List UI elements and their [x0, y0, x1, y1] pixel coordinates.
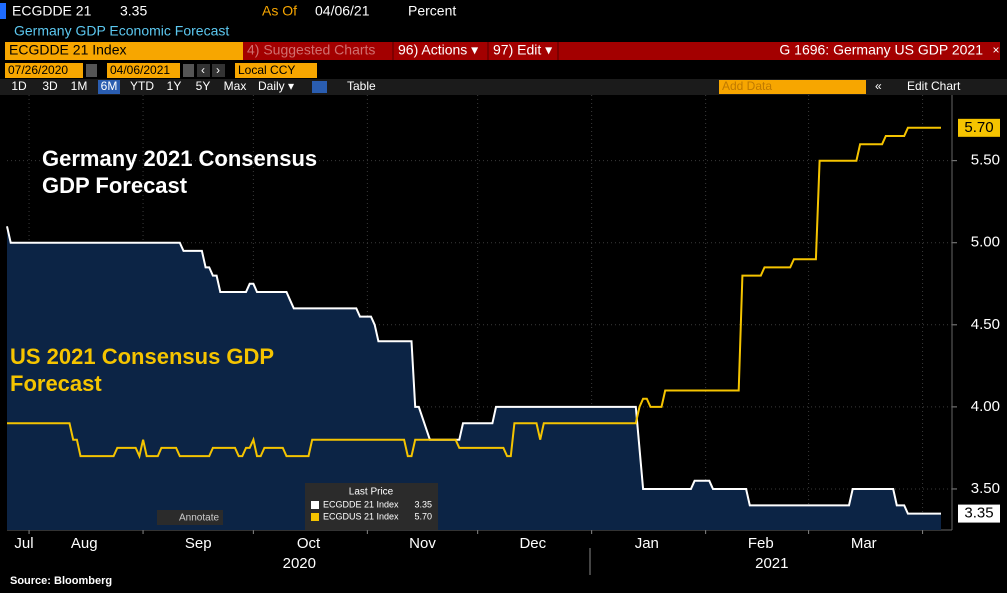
annotate-label: Annotate: [179, 513, 219, 524]
close[interactable]: ×: [992, 43, 999, 57]
area: [7, 226, 941, 531]
end-date-box[interactable]: [107, 63, 180, 78]
y-tick-label: 5.50: [971, 152, 1000, 169]
annotation: GDP Forecast: [42, 173, 188, 198]
unit: Percent: [408, 3, 456, 19]
chart-name: G 1696: Germany US GDP 2021: [779, 42, 983, 58]
suggested-charts[interactable]: 4) Suggested Charts: [247, 42, 375, 58]
ticker: ECGDDE 21: [12, 3, 92, 19]
calendar[interactable]: [86, 64, 97, 77]
last-price: 3.35: [120, 3, 147, 19]
legend-label: ECGDDE 21 Index: [323, 499, 399, 509]
period[interactable]: YTD: [130, 79, 154, 93]
x-tick-label: Jul: [14, 535, 33, 552]
year-label: 2021: [755, 555, 788, 572]
legend-swatch: [311, 513, 319, 521]
as-of-date: 04/06/21: [315, 3, 370, 19]
x-tick-label: Nov: [409, 535, 436, 552]
add-data-box[interactable]: [719, 80, 866, 94]
currency-box[interactable]: [235, 63, 317, 78]
x-tick-label: Mar: [851, 535, 877, 552]
annotation: Forecast: [10, 371, 102, 396]
legend-value: 5.70: [414, 511, 432, 521]
year-label: 2020: [283, 555, 316, 572]
table[interactable]: Table: [347, 79, 376, 93]
start-date-box[interactable]: [5, 63, 83, 78]
edit-chart[interactable]: Edit Chart: [907, 79, 961, 93]
period[interactable]: 3D: [42, 79, 58, 93]
legend-swatch: [311, 501, 319, 509]
period-selected: [98, 80, 120, 94]
prev-button[interactable]: [197, 64, 210, 77]
legend-value: 3.35: [414, 499, 432, 509]
last-value-label: 5.70: [964, 119, 993, 136]
period[interactable]: 1Y: [167, 79, 182, 93]
periods: 1D 3D 1M 6M YTD 1Y 5Y Max: [11, 79, 246, 93]
start-date: 07/26/2020: [8, 63, 68, 77]
legend-label: ECGDUS 21 Index: [323, 511, 399, 521]
y-tick-label: 5.00: [971, 234, 1000, 251]
next-button[interactable]: [212, 64, 225, 77]
x-tick-label: Oct: [297, 535, 321, 552]
security-box[interactable]: [5, 42, 243, 60]
period[interactable]: 5Y: [196, 79, 211, 93]
y-tick-label: 4.00: [971, 398, 1000, 415]
y-tick-label: 4.50: [971, 316, 1000, 333]
end-date: 04/06/2021: [110, 63, 170, 77]
legend-title: Last Price: [349, 487, 394, 498]
add-data: Add Data: [722, 79, 772, 93]
security: ECGDDE 21 Index: [9, 42, 127, 58]
annotate-button[interactable]: [157, 510, 223, 525]
x-tick-label: Jan: [635, 535, 659, 552]
annotation: US 2021 Consensus GDP: [10, 344, 274, 369]
edit[interactable]: 97) Edit ▾: [493, 42, 552, 58]
prev-icon: ‹: [201, 63, 205, 77]
x-tick-label: Dec: [519, 535, 546, 552]
period[interactable]: Max: [224, 79, 247, 93]
actions[interactable]: 96) Actions ▾: [398, 42, 478, 58]
chart-type[interactable]: [312, 81, 327, 93]
last-value-label: 3.35: [964, 505, 993, 522]
x-tick-label: Aug: [71, 535, 98, 552]
period[interactable]: 1M: [71, 79, 88, 93]
currency: Local CCY: [238, 63, 295, 77]
series-line: [7, 126, 941, 460]
frequency[interactable]: Daily ▾: [258, 79, 294, 93]
description: Germany GDP Economic Forecast: [14, 23, 229, 39]
x-tick-label: Feb: [748, 535, 774, 552]
period[interactable]: 6M: [101, 79, 118, 93]
y-tick-label: 3.50: [971, 480, 1000, 497]
collapse[interactable]: «: [875, 79, 882, 93]
source: Source: Bloomberg: [10, 575, 112, 587]
series-line: [6, 226, 941, 515]
calendar[interactable]: [183, 64, 194, 77]
annotation: Germany 2021 Consensus: [42, 146, 317, 171]
menu-bar: [243, 42, 1000, 60]
last-value-tag: [958, 504, 1000, 523]
marker: [0, 3, 6, 19]
next-icon: ›: [216, 63, 220, 77]
legend-box: [305, 483, 438, 530]
last-value-tag: [958, 118, 1000, 137]
as-of-label: As Of: [262, 3, 297, 19]
x-tick-label: Sep: [185, 535, 212, 552]
period[interactable]: 1D: [11, 79, 27, 93]
